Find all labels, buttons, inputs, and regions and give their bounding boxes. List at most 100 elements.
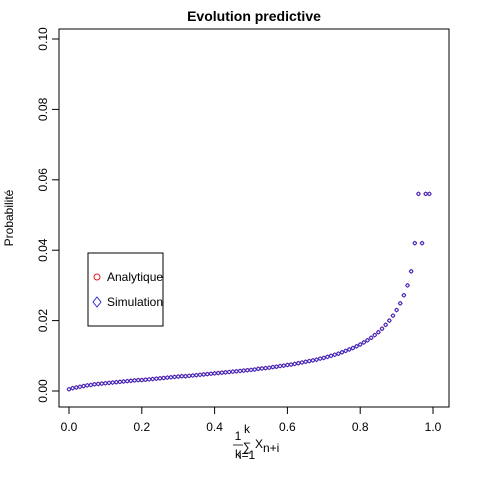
point-simulation	[212, 370, 218, 376]
point-simulation	[102, 380, 108, 386]
point-simulation	[346, 346, 352, 353]
y-tick-label: 0.00	[36, 379, 50, 403]
x-label-variable-subscript: n+i	[263, 441, 279, 455]
point-simulation	[313, 357, 320, 363]
point-simulation	[255, 366, 261, 372]
point-simulation	[219, 370, 225, 376]
point-simulation	[193, 372, 199, 378]
point-simulation	[106, 380, 112, 386]
point-simulation	[412, 240, 418, 246]
point-simulation	[215, 370, 221, 376]
x-axis-label: 1 k k ∑ i=1 X n+i	[233, 422, 279, 462]
legend-marker-analytique	[93, 273, 101, 281]
y-tick-label: 0.04	[36, 238, 50, 262]
point-simulation	[328, 353, 334, 359]
point-simulation	[343, 348, 349, 354]
point-simulation	[91, 381, 98, 387]
point-simulation	[237, 368, 243, 374]
point-simulation	[172, 374, 178, 380]
legend-marker-simulation	[92, 296, 102, 308]
legend-box	[87, 252, 164, 327]
point-simulation	[110, 380, 116, 386]
point-simulation	[197, 372, 203, 378]
point-simulation	[150, 376, 156, 382]
point-simulation	[233, 368, 239, 374]
point-simulation	[350, 345, 356, 351]
x-label-sum-lower: i=1	[239, 448, 256, 462]
point-simulation	[244, 367, 250, 373]
point-simulation	[241, 368, 247, 374]
x-tick-label: 0.6	[279, 420, 296, 434]
point-simulation	[128, 378, 134, 384]
point-simulation	[135, 377, 141, 383]
point-simulation	[372, 332, 378, 338]
x-tick-label: 1.0	[425, 420, 442, 434]
point-simulation	[117, 379, 123, 385]
y-tick-label: 0.06	[36, 168, 50, 192]
point-simulation	[423, 191, 429, 197]
point-simulation	[124, 378, 130, 384]
y-tick-label: 0.08	[36, 97, 50, 121]
point-simulation	[175, 374, 181, 380]
point-simulation	[131, 377, 138, 383]
chart-title: Evolution predictive	[187, 8, 321, 24]
point-simulation	[201, 371, 207, 377]
point-simulation	[146, 376, 152, 382]
point-simulation	[408, 268, 414, 274]
point-simulation	[179, 373, 185, 379]
point-simulation	[139, 377, 145, 383]
point-simulation	[390, 313, 396, 319]
point-simulation	[364, 337, 371, 343]
point-simulation	[324, 354, 330, 360]
point-simulation	[248, 367, 254, 373]
plot-frame	[58, 28, 450, 408]
point-simulation	[263, 365, 269, 371]
point-simulation	[121, 378, 127, 385]
point-simulation	[383, 322, 389, 328]
point-simulation	[142, 377, 148, 383]
point-simulation	[226, 369, 232, 375]
point-simulation	[401, 292, 407, 298]
point-simulation	[426, 191, 432, 197]
point-simulation	[357, 341, 363, 348]
point-simulation	[190, 372, 196, 379]
point-simulation	[84, 382, 90, 388]
point-simulation	[404, 282, 411, 288]
legend: Analytique Simulation	[87, 252, 164, 327]
point-simulation	[379, 326, 385, 332]
y-tick-label: 0.10	[36, 27, 50, 51]
point-simulation	[222, 369, 229, 375]
legend-label-analytique: Analytique	[107, 270, 163, 284]
x-label-fraction-numerator: 1	[235, 429, 242, 443]
point-simulation	[182, 373, 189, 379]
point-simulation	[259, 365, 265, 372]
point-simulation	[66, 386, 72, 392]
x-label-sum-symbol: ∑	[243, 440, 252, 454]
x-tick-label: 0.4	[206, 420, 223, 434]
point-simulation	[332, 352, 338, 358]
x-tick-label: 0.2	[133, 420, 150, 434]
y-axis: 0.00 0.02 0.04 0.06 0.08 0.10	[36, 27, 60, 403]
point-simulation	[339, 349, 345, 355]
x-label-sum-upper: k	[244, 422, 251, 436]
point-simulation	[204, 371, 210, 377]
point-simulation	[230, 369, 236, 375]
point-simulation	[208, 371, 214, 377]
point-simulation	[284, 362, 290, 368]
point-simulation	[321, 355, 327, 361]
point-simulation	[375, 329, 381, 335]
data-points	[66, 191, 432, 392]
point-simulation	[161, 375, 167, 381]
point-simulation	[335, 351, 341, 357]
point-simulation	[419, 240, 425, 246]
y-axis-label: Probabilité	[2, 189, 16, 246]
legend-label-simulation: Simulation	[107, 295, 163, 309]
point-simulation	[368, 335, 374, 341]
x-label-fraction-denominator: k	[235, 447, 242, 461]
point-simulation	[153, 376, 159, 382]
point-simulation	[99, 381, 105, 387]
point-simulation	[415, 191, 421, 197]
point-simulation	[386, 318, 392, 324]
point-simulation	[397, 300, 403, 306]
